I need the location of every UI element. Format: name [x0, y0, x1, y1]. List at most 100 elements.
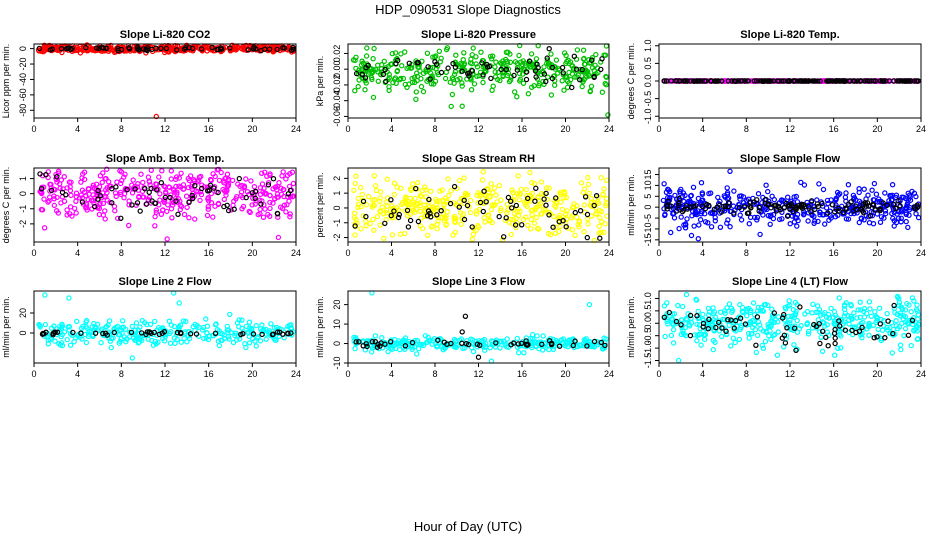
- data-point: [488, 181, 494, 187]
- data-point: [253, 322, 259, 329]
- data-point: [826, 315, 832, 321]
- x-tick-label: 4: [700, 248, 705, 258]
- data-point: [413, 96, 419, 103]
- x-axis: 0 4 8 12 16 20 24: [31, 118, 301, 134]
- data-point: [399, 201, 405, 208]
- data-point: [839, 326, 846, 332]
- data-point: [168, 329, 174, 335]
- data-point: [153, 45, 159, 51]
- data-point: [534, 61, 540, 67]
- data-point: [123, 339, 129, 345]
- x-tick-label: 20: [247, 248, 257, 258]
- data-point: [573, 66, 580, 72]
- data-point: [564, 58, 570, 65]
- data-point: [216, 342, 222, 349]
- data-point: [816, 181, 822, 187]
- data-point: [426, 199, 432, 205]
- data-point: [352, 57, 358, 64]
- data-point: [765, 302, 771, 309]
- data-point: [561, 87, 567, 93]
- data-point: [775, 314, 782, 320]
- data-point: [715, 78, 722, 84]
- data-point: [725, 78, 732, 84]
- data-point: [218, 46, 224, 52]
- data-point: [719, 333, 725, 340]
- panel-title: Slope Line 3 Flow: [432, 276, 525, 288]
- x-tick-label: 0: [656, 124, 661, 134]
- data-point: [474, 208, 480, 214]
- data-point: [870, 197, 877, 203]
- data-point: [529, 331, 536, 338]
- data-point: [356, 339, 362, 345]
- data-point: [79, 175, 85, 181]
- data-point: [892, 309, 898, 316]
- data-point: [714, 204, 720, 210]
- data-point: [733, 78, 739, 84]
- data-point: [176, 175, 182, 181]
- data-point: [700, 311, 706, 318]
- data-point: [668, 332, 675, 339]
- x-tick-label: 8: [119, 369, 124, 379]
- data-point: [437, 198, 443, 204]
- data-point: [351, 187, 357, 193]
- data-point: [414, 337, 420, 344]
- data-point: [151, 329, 157, 336]
- data-point: [724, 185, 730, 191]
- data-point: [517, 191, 524, 197]
- data-point: [187, 331, 194, 337]
- data-point: [443, 215, 449, 222]
- data-point: [461, 60, 468, 67]
- data-point: [853, 329, 859, 336]
- data-point: [584, 343, 590, 349]
- data-point: [133, 320, 140, 326]
- data-point: [352, 232, 358, 238]
- data-point: [770, 78, 776, 84]
- data-point: [360, 213, 367, 219]
- data-point: [186, 214, 192, 221]
- y-axis-label: percent per min.: [315, 172, 325, 237]
- data-point: [487, 218, 493, 224]
- data-point: [435, 218, 441, 224]
- y-axis: 0.020.00-0.02-0.04-0.06: [332, 45, 348, 127]
- data-point: [532, 198, 538, 204]
- x-tick-label: 4: [389, 124, 394, 134]
- data-point: [763, 196, 769, 203]
- data-point: [831, 330, 838, 337]
- data-point: [447, 200, 454, 207]
- data-point: [884, 202, 890, 208]
- series-points: [660, 168, 922, 242]
- data-point: [106, 318, 113, 324]
- data-point: [665, 198, 671, 204]
- data-point: [539, 341, 545, 347]
- data-point: [785, 78, 791, 84]
- data-point: [265, 182, 272, 188]
- y-tick-label: 0: [643, 205, 653, 210]
- data-point: [184, 339, 190, 345]
- y-tick-label: -10: [332, 356, 342, 369]
- data-point: [73, 198, 79, 204]
- data-point: [741, 204, 748, 210]
- data-point: [539, 347, 546, 353]
- data-point: [201, 335, 207, 342]
- data-point: [129, 323, 135, 330]
- data-point: [118, 336, 125, 342]
- x-tick-label: 4: [75, 369, 80, 379]
- data-point: [407, 195, 413, 201]
- y-tick-label: 0: [18, 330, 28, 335]
- x-tick-label: 20: [560, 124, 570, 134]
- data-point: [204, 212, 211, 219]
- data-point: [406, 81, 412, 87]
- data-point: [414, 70, 420, 76]
- data-point: [545, 74, 551, 80]
- data-point: [69, 332, 75, 338]
- data-point: [757, 78, 763, 84]
- data-point: [770, 211, 777, 218]
- data-point: [527, 169, 533, 176]
- x-tick-label: 0: [345, 248, 350, 258]
- data-point: [399, 62, 405, 69]
- data-point: [42, 321, 49, 328]
- data-point: [452, 64, 459, 70]
- x-tick-label: 8: [432, 124, 437, 134]
- data-point: [448, 188, 454, 194]
